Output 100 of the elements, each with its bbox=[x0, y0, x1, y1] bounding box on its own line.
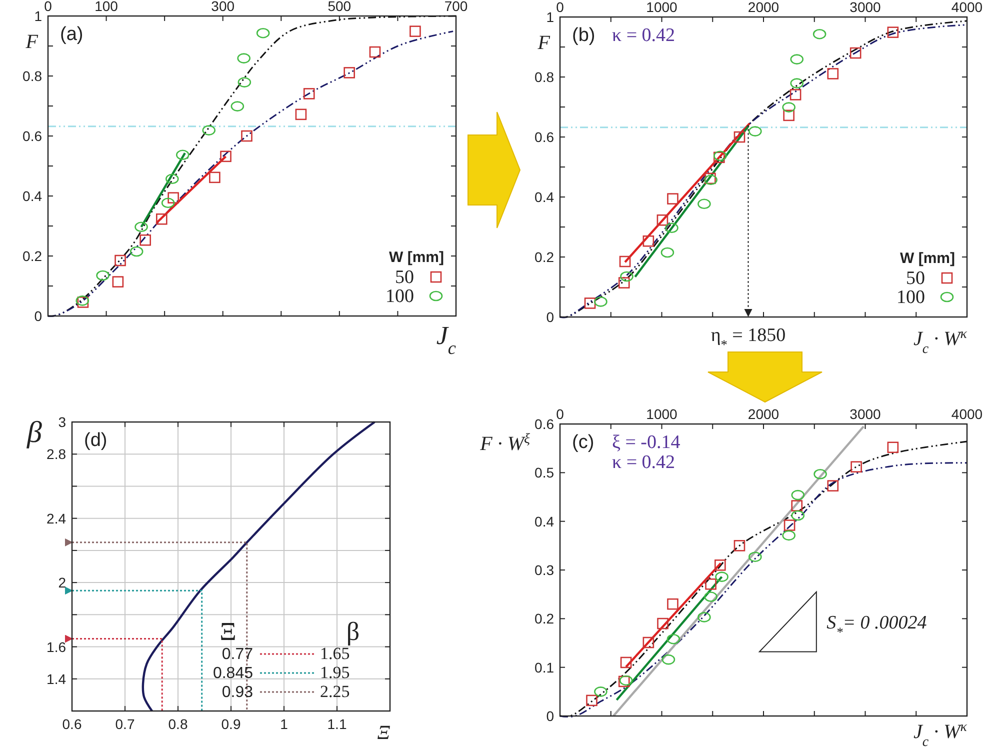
point bbox=[783, 110, 794, 122]
point bbox=[827, 68, 839, 80]
point bbox=[791, 500, 803, 512]
point bbox=[237, 53, 250, 64]
y-tick-label: 0.2 bbox=[534, 249, 554, 265]
point bbox=[238, 77, 252, 88]
y-tick-label: 3 bbox=[58, 414, 66, 430]
legend-label: 50 bbox=[906, 268, 925, 289]
y-tick-label: 0.4 bbox=[22, 188, 42, 204]
y-axis-title: F bbox=[24, 31, 39, 53]
annotation: (a) bbox=[60, 24, 84, 45]
point bbox=[662, 654, 676, 665]
point bbox=[584, 298, 596, 309]
point bbox=[734, 540, 746, 552]
point bbox=[410, 26, 421, 37]
y-tick-label: 0.4 bbox=[534, 513, 554, 530]
point bbox=[748, 552, 762, 562]
point bbox=[665, 222, 678, 234]
x-tick-label: 0.9 bbox=[221, 716, 241, 732]
point bbox=[790, 89, 802, 100]
y-axis-title: F · W$^{ξ}$ bbox=[479, 432, 530, 455]
point bbox=[220, 150, 232, 162]
x-tick-label: 0.7 bbox=[115, 716, 135, 732]
point bbox=[698, 612, 711, 622]
x-tick-label: 1 bbox=[280, 716, 288, 732]
point bbox=[850, 461, 862, 472]
legend-label: 100 bbox=[386, 286, 414, 307]
point bbox=[161, 198, 175, 208]
point bbox=[114, 254, 126, 266]
x-tick-label: 2000 bbox=[748, 0, 780, 15]
point bbox=[620, 271, 634, 282]
point bbox=[790, 54, 804, 64]
point bbox=[704, 592, 718, 602]
legend-label: 0.845 bbox=[212, 665, 254, 682]
y-tick-label: 2.8 bbox=[46, 446, 66, 462]
point bbox=[295, 108, 307, 120]
x-tick-label: 1000 bbox=[646, 406, 678, 422]
x-tick-label: 100 bbox=[94, 0, 118, 14]
annotation: (b) bbox=[572, 25, 596, 46]
point bbox=[666, 634, 680, 644]
point bbox=[166, 174, 179, 184]
y-tick-label: 0.3 bbox=[534, 562, 554, 578]
x-tick-label: 4000 bbox=[951, 0, 983, 15]
point bbox=[642, 636, 654, 648]
point bbox=[140, 234, 151, 246]
point bbox=[827, 480, 839, 492]
x-axis-title: J$_{c}$ · W$^{κ}$ bbox=[913, 326, 968, 356]
point bbox=[887, 442, 899, 454]
point bbox=[256, 28, 270, 38]
point bbox=[156, 213, 168, 225]
point bbox=[176, 150, 190, 160]
y-tick-label: 0 bbox=[34, 308, 42, 324]
x-tick-label: 0 bbox=[556, 0, 564, 15]
y-tick-label: 0.5 bbox=[534, 464, 554, 481]
x-tick-label: 0 bbox=[556, 406, 564, 422]
x-axis-title: J$_{c}$ bbox=[436, 321, 456, 358]
x-axis-title: Ξ bbox=[377, 722, 390, 744]
point bbox=[887, 26, 899, 38]
y-tick-label: 2 bbox=[58, 574, 66, 591]
y-tick-label: 0.8 bbox=[534, 69, 554, 85]
point bbox=[734, 131, 746, 143]
point bbox=[642, 235, 654, 247]
point bbox=[168, 192, 179, 204]
point bbox=[209, 172, 220, 184]
y-tick-label: 0.6 bbox=[534, 416, 554, 432]
y-tick-label: 0 bbox=[546, 309, 554, 325]
legend-title: W [mm] bbox=[389, 249, 444, 266]
point bbox=[714, 559, 726, 571]
annotation: (d) bbox=[84, 430, 108, 451]
point bbox=[369, 46, 381, 58]
y-tick-label: 0.8 bbox=[22, 68, 42, 84]
point bbox=[698, 198, 711, 210]
y-tick-label: 0.6 bbox=[534, 129, 554, 145]
x-axis-title: J$_{c}$ · W$^{κ}$ bbox=[913, 720, 968, 749]
point bbox=[586, 694, 598, 706]
line-series bbox=[142, 420, 376, 712]
legend-label: 50 bbox=[395, 267, 414, 288]
x-tick-label: 2000 bbox=[748, 406, 780, 422]
annotation: S$_{*}$= 0 .00024 bbox=[826, 612, 928, 639]
point bbox=[618, 277, 630, 288]
y-tick-label: 0.4 bbox=[534, 189, 554, 205]
x-tick-label: 1.1 bbox=[327, 716, 347, 732]
point bbox=[791, 510, 805, 521]
point bbox=[667, 193, 678, 204]
annotation: ξ = -0.14 bbox=[612, 432, 681, 453]
x-tick-label: 4000 bbox=[951, 406, 983, 422]
point bbox=[715, 572, 728, 582]
annotation: (c) bbox=[572, 432, 594, 453]
point bbox=[812, 28, 826, 40]
annotation: κ = 0.42 bbox=[612, 25, 676, 46]
annotation: 2.25 bbox=[320, 682, 350, 701]
point bbox=[814, 468, 827, 480]
point bbox=[790, 78, 804, 88]
y-tick-label: 0.2 bbox=[534, 610, 554, 627]
annotation: 1.65 bbox=[320, 644, 350, 663]
x-tick-label: 1000 bbox=[646, 0, 678, 15]
x-tick-label: 0.8 bbox=[168, 716, 188, 732]
point bbox=[344, 67, 355, 78]
legend-title: Ξ bbox=[220, 617, 236, 646]
x-tick-label: 500 bbox=[328, 0, 352, 14]
